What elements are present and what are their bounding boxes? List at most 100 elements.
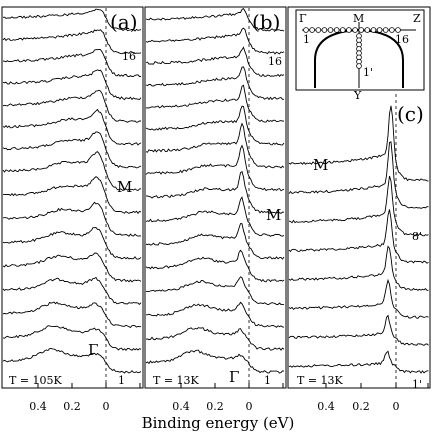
panel-b-temperature: T = 13K: [153, 374, 200, 387]
inset-cut-point: [352, 27, 358, 33]
inset-z-label: Z: [413, 12, 421, 25]
inset-cut-point: [315, 27, 322, 33]
inset-gamma-label: Γ: [299, 12, 307, 25]
panel-c-label: (c): [397, 102, 424, 126]
panel-a-m-label: M: [117, 178, 132, 196]
spectrum-curve: [2, 301, 142, 328]
spectrum-curve: [145, 66, 285, 101]
inset-cut-point: [346, 27, 352, 33]
inset-cut-point: [327, 27, 334, 33]
spectrum-curve: [2, 201, 142, 237]
panel-a-bottom-label: 1: [118, 374, 125, 387]
inset-cut-point: [370, 27, 377, 33]
panel-b-label: (b): [252, 10, 280, 34]
spectrum-curve: [2, 227, 142, 260]
spectrum-curve: [145, 349, 285, 374]
x-axis-label: Binding energy (eV): [142, 414, 295, 432]
spectrum-curve: [2, 348, 142, 374]
inset-frame: [295, 9, 425, 91]
panel-a-top-label: 16: [122, 50, 136, 63]
spectra-panel-c: [288, 105, 429, 374]
spectrum-curve: [288, 175, 429, 237]
spectrum-curve: [2, 89, 141, 123]
spectrum-curve: [145, 144, 285, 192]
inset-cut-point: [376, 27, 383, 33]
spectrum-curve: [145, 249, 285, 283]
panel-b-top-label: 16: [268, 55, 282, 68]
spectrum-curve: [2, 48, 142, 78]
spectrum-curve: [288, 314, 429, 346]
spectrum-curve: [2, 252, 142, 283]
spectrum-curve: [288, 350, 429, 374]
x-axis-ticks: 0.4 0.2 0 0.4 0.2 0 0.4 0.2 0: [29, 383, 429, 413]
spectrum-curve: [2, 29, 142, 55]
x-tick-label: 0.4: [29, 400, 47, 413]
panel-c-temperature: T = 13K: [297, 374, 344, 387]
inset-cut-point: [364, 27, 371, 33]
inset-brillouin-zone: Γ M Z 1 16 1' Y: [299, 12, 421, 102]
x-tick-label: 0.4: [317, 400, 335, 413]
spectrum-curve: [145, 327, 285, 351]
spectrum-curve: [145, 170, 285, 214]
inset-16-label: 16: [395, 33, 409, 46]
panel-c-top-label: 8': [412, 230, 422, 243]
x-tick-label: 0: [246, 400, 253, 413]
spectrum-curve: [2, 131, 142, 169]
x-tick-label: 0: [103, 400, 110, 413]
panel-b-bottom-label: 1: [264, 374, 271, 387]
spectrum-curve: [145, 84, 285, 123]
panel-c-frame: [287, 6, 431, 389]
inset-cut-point: [309, 27, 315, 33]
spectrum-curve: [2, 8, 142, 32]
inset-cut-point: [303, 27, 309, 33]
spectrum-curve: [2, 151, 142, 192]
spectra-panel-b: [145, 7, 285, 374]
inset-cut-point: [333, 27, 340, 33]
inset-cut-point: [358, 27, 365, 33]
spectrum-curve: [2, 325, 142, 351]
spectrum-curve: [2, 276, 142, 306]
spectrum-curve: [145, 46, 285, 77]
inset-cut-points-vertical: [356, 33, 362, 69]
panel-c-bottom-label: 1': [412, 378, 422, 391]
inset-m-label: M: [353, 12, 364, 25]
panel-b-gamma-label: Γ: [229, 368, 239, 386]
inset-cut-point: [321, 27, 328, 33]
panel-a-gamma-label: Γ: [88, 341, 98, 359]
panel-a-label: (a): [110, 10, 138, 34]
panel-a-temperature: T = 105K: [9, 374, 63, 387]
spectrum-curve: [288, 141, 429, 209]
spectrum-curve: [288, 245, 429, 291]
x-tick-label: 0.2: [206, 400, 224, 413]
inset-cut-point: [395, 27, 401, 33]
inset-cut-point: [339, 27, 346, 33]
panel-b-frame: [144, 6, 287, 389]
inset-cut-point: [389, 27, 395, 33]
inset-cut-point: [382, 27, 389, 33]
spectrum-curve: [288, 105, 429, 182]
spectrum-curve: [145, 276, 285, 306]
spectrum-curve: [145, 223, 285, 260]
x-tick-label: 0: [393, 400, 400, 413]
spectrum-curve: [145, 27, 285, 55]
panel-b-m-label: M: [266, 206, 281, 224]
inset-cut-point: [356, 63, 362, 69]
spectrum-curve: [145, 196, 285, 237]
x-tick-label: 0.2: [352, 400, 370, 413]
spectrum-curve: [2, 69, 142, 101]
inset-y-label: Y: [353, 89, 362, 102]
x-tick-label: 0.2: [63, 400, 81, 413]
inset-cut-points-horizontal: [303, 27, 401, 33]
spectrum-curve: [2, 108, 142, 146]
spectrum-curve: [3, 176, 142, 215]
spectrum-curve: [288, 278, 429, 319]
spectrum-curve: [288, 209, 429, 264]
spectra-panel-a: [2, 8, 142, 374]
spectrum-curve: [145, 7, 285, 32]
inset-1prime-label: 1': [363, 66, 373, 79]
panel-c-m-label: M: [313, 156, 328, 174]
spectrum-curve: [146, 301, 285, 328]
inset-1-label: 1: [303, 33, 310, 46]
spectrum-curve: [145, 122, 285, 169]
